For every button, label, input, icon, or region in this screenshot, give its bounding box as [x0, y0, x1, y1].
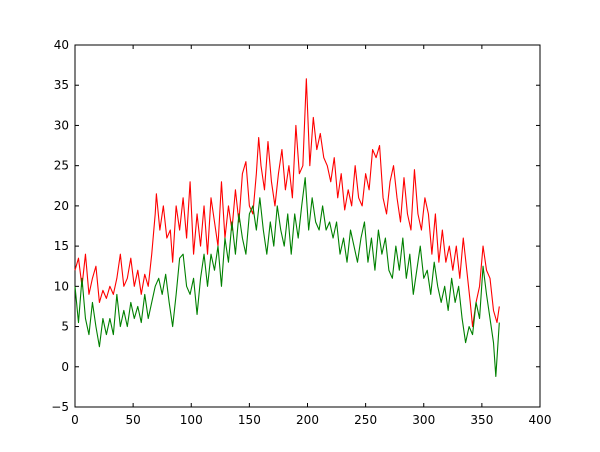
y-tick-label: 40	[54, 38, 69, 52]
x-tick-label: 0	[71, 413, 79, 427]
series-line-2	[74, 177, 500, 377]
y-tick-label: 0	[61, 360, 69, 374]
x-tick-label: 150	[238, 413, 261, 427]
x-axis-ticks: 0 50 100 150 200 250 300 350 400	[71, 45, 551, 427]
series-layer	[74, 78, 500, 377]
y-tick-label: −5	[51, 400, 69, 414]
x-tick-label: 300	[412, 413, 435, 427]
x-tick-label: 100	[180, 413, 203, 427]
y-tick-label: 10	[54, 279, 69, 293]
x-tick-label: 400	[529, 413, 552, 427]
x-tick-label: 200	[296, 413, 319, 427]
y-tick-label: 30	[54, 118, 69, 132]
y-axis-ticks: −5 0 5 10 15 20 25 30 35 40	[51, 38, 540, 414]
y-tick-label: 15	[54, 239, 69, 253]
y-tick-label: 5	[61, 320, 69, 334]
x-tick-label: 350	[470, 413, 493, 427]
y-tick-label: 25	[54, 159, 69, 173]
y-tick-label: 35	[54, 78, 69, 92]
series-line-1	[74, 78, 500, 328]
x-tick-label: 50	[125, 413, 140, 427]
y-tick-label: 20	[54, 199, 69, 213]
x-tick-label: 250	[354, 413, 377, 427]
